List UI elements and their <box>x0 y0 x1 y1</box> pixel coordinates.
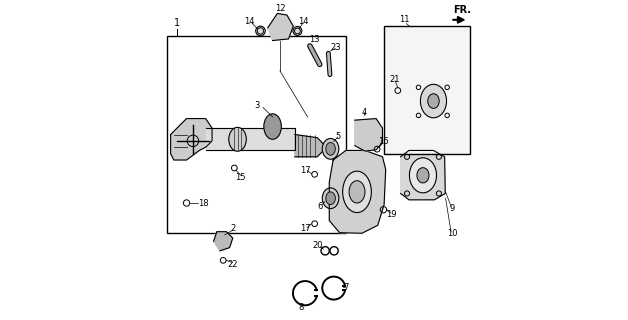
Text: 14: 14 <box>244 17 255 26</box>
Text: 2: 2 <box>230 224 236 233</box>
Ellipse shape <box>293 27 302 36</box>
Ellipse shape <box>417 168 429 183</box>
Text: 20: 20 <box>313 241 323 250</box>
Bar <box>168 36 346 233</box>
Text: 1: 1 <box>174 18 180 28</box>
Text: 6: 6 <box>318 202 323 211</box>
Polygon shape <box>329 150 386 233</box>
Ellipse shape <box>322 188 339 209</box>
Text: 11: 11 <box>399 15 410 24</box>
Text: 5: 5 <box>335 132 340 140</box>
Text: 13: 13 <box>309 35 319 44</box>
Text: 19: 19 <box>386 210 396 219</box>
Text: 4: 4 <box>362 108 367 117</box>
Text: 21: 21 <box>389 75 399 84</box>
Polygon shape <box>171 119 212 160</box>
Ellipse shape <box>256 26 265 36</box>
Text: 12: 12 <box>274 4 285 13</box>
Polygon shape <box>401 150 445 200</box>
Ellipse shape <box>229 127 246 151</box>
Ellipse shape <box>264 114 281 139</box>
Ellipse shape <box>321 247 329 255</box>
Text: 16: 16 <box>378 137 389 146</box>
Ellipse shape <box>343 171 371 212</box>
Polygon shape <box>214 232 233 251</box>
Ellipse shape <box>409 158 436 193</box>
Text: 10: 10 <box>447 229 458 238</box>
Text: 23: 23 <box>330 43 341 52</box>
Text: 9: 9 <box>450 204 455 213</box>
Text: 17: 17 <box>300 224 310 233</box>
Ellipse shape <box>349 181 365 203</box>
Ellipse shape <box>420 84 447 118</box>
Ellipse shape <box>330 247 338 255</box>
Text: FR.: FR. <box>453 5 472 15</box>
Text: 22: 22 <box>227 260 238 269</box>
Ellipse shape <box>322 139 339 159</box>
Polygon shape <box>355 119 382 151</box>
Ellipse shape <box>326 192 335 204</box>
Text: 18: 18 <box>198 198 208 207</box>
Text: 17: 17 <box>300 166 310 175</box>
Polygon shape <box>206 128 295 150</box>
Polygon shape <box>295 134 323 157</box>
Text: 7: 7 <box>343 283 349 292</box>
Text: 15: 15 <box>236 173 246 182</box>
Text: 8: 8 <box>298 303 303 312</box>
Text: 14: 14 <box>298 17 309 26</box>
Ellipse shape <box>326 142 335 155</box>
Bar <box>384 26 470 154</box>
Text: 3: 3 <box>254 101 259 110</box>
Ellipse shape <box>428 94 439 108</box>
Polygon shape <box>268 13 293 41</box>
